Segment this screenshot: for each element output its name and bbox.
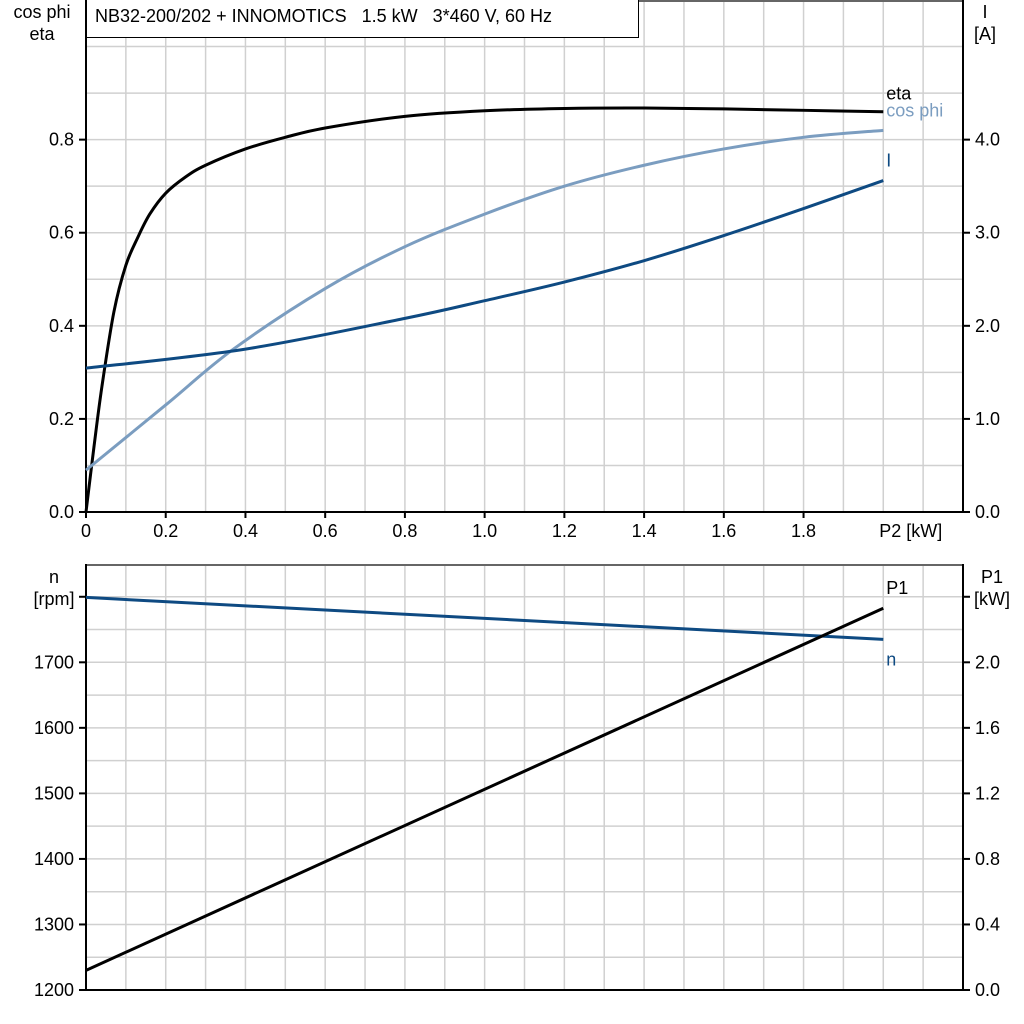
y-left-tick-label: 1500 <box>34 783 74 803</box>
y-left-axis-label: [rpm] <box>33 589 74 609</box>
series-label-eta: eta <box>886 84 912 104</box>
x-tick-label: 0.2 <box>153 521 178 541</box>
y-right-axis-label: P1 <box>981 567 1003 587</box>
series-line-P1 <box>85 606 884 972</box>
y-right-axis-label: I <box>982 2 987 22</box>
y-left-tick-label: 0.8 <box>49 130 74 150</box>
series-label-I: I <box>886 151 891 171</box>
y-right-axis-label: [A] <box>974 24 996 44</box>
y-right-tick-label: 3.0 <box>975 223 1000 243</box>
y-left-tick-label: 0.4 <box>49 316 74 336</box>
x-tick-label: 1.4 <box>632 521 657 541</box>
y-left-tick-label: 0.6 <box>49 223 74 243</box>
y-right-tick-label: 0.0 <box>975 980 1000 1000</box>
series-line-cos-phi <box>85 128 884 472</box>
series-label-n: n <box>886 649 896 669</box>
y-right-tick-label: 0.4 <box>975 914 1000 934</box>
series-line-n <box>85 595 884 641</box>
y-left-axis-label: eta <box>29 24 55 44</box>
y-left-tick-label: 1200 <box>34 980 74 1000</box>
chart-title: NB32-200/202 + INNOMOTICS 1.5 kW 3*460 V… <box>86 0 639 38</box>
y-right-tick-label: 4.0 <box>975 130 1000 150</box>
y-left-tick-label: 1700 <box>34 652 74 672</box>
y-left-axis-label: cos phi <box>13 2 70 22</box>
y-left-tick-label: 0.2 <box>49 409 74 429</box>
x-tick-label: 1.6 <box>711 521 736 541</box>
y-right-tick-label: 2.0 <box>975 316 1000 336</box>
y-right-tick-label: 1.6 <box>975 718 1000 738</box>
y-right-tick-label: 2.0 <box>975 652 1000 672</box>
series-line-eta <box>84 106 884 513</box>
x-tick-label: 0.4 <box>233 521 258 541</box>
y-left-tick-label: 1600 <box>34 718 74 738</box>
y-left-tick-label: 1300 <box>34 914 74 934</box>
y-right-axis-label: [kW] <box>974 589 1010 609</box>
x-tick-label: 0.6 <box>313 521 338 541</box>
x-tick-label: 1.2 <box>552 521 577 541</box>
y-left-axis-label: n <box>49 567 59 587</box>
series-line-I <box>85 179 884 370</box>
x-tick-label: 0 <box>81 521 91 541</box>
x-tick-label: 1.8 <box>791 521 816 541</box>
series-label-P1: P1 <box>886 578 908 598</box>
y-right-tick-label: 0.0 <box>975 502 1000 522</box>
y-right-tick-label: 1.2 <box>975 783 1000 803</box>
y-right-tick-label: 0.8 <box>975 849 1000 869</box>
x-tick-label: 0.8 <box>392 521 417 541</box>
y-left-tick-label: 0.0 <box>49 502 74 522</box>
series-label-cos-phi: cos phi <box>886 100 943 120</box>
x-tick-label: 1.0 <box>472 521 497 541</box>
x-axis-label: P2 [kW] <box>879 521 942 541</box>
y-right-tick-label: 1.0 <box>975 409 1000 429</box>
y-left-tick-label: 1400 <box>34 849 74 869</box>
